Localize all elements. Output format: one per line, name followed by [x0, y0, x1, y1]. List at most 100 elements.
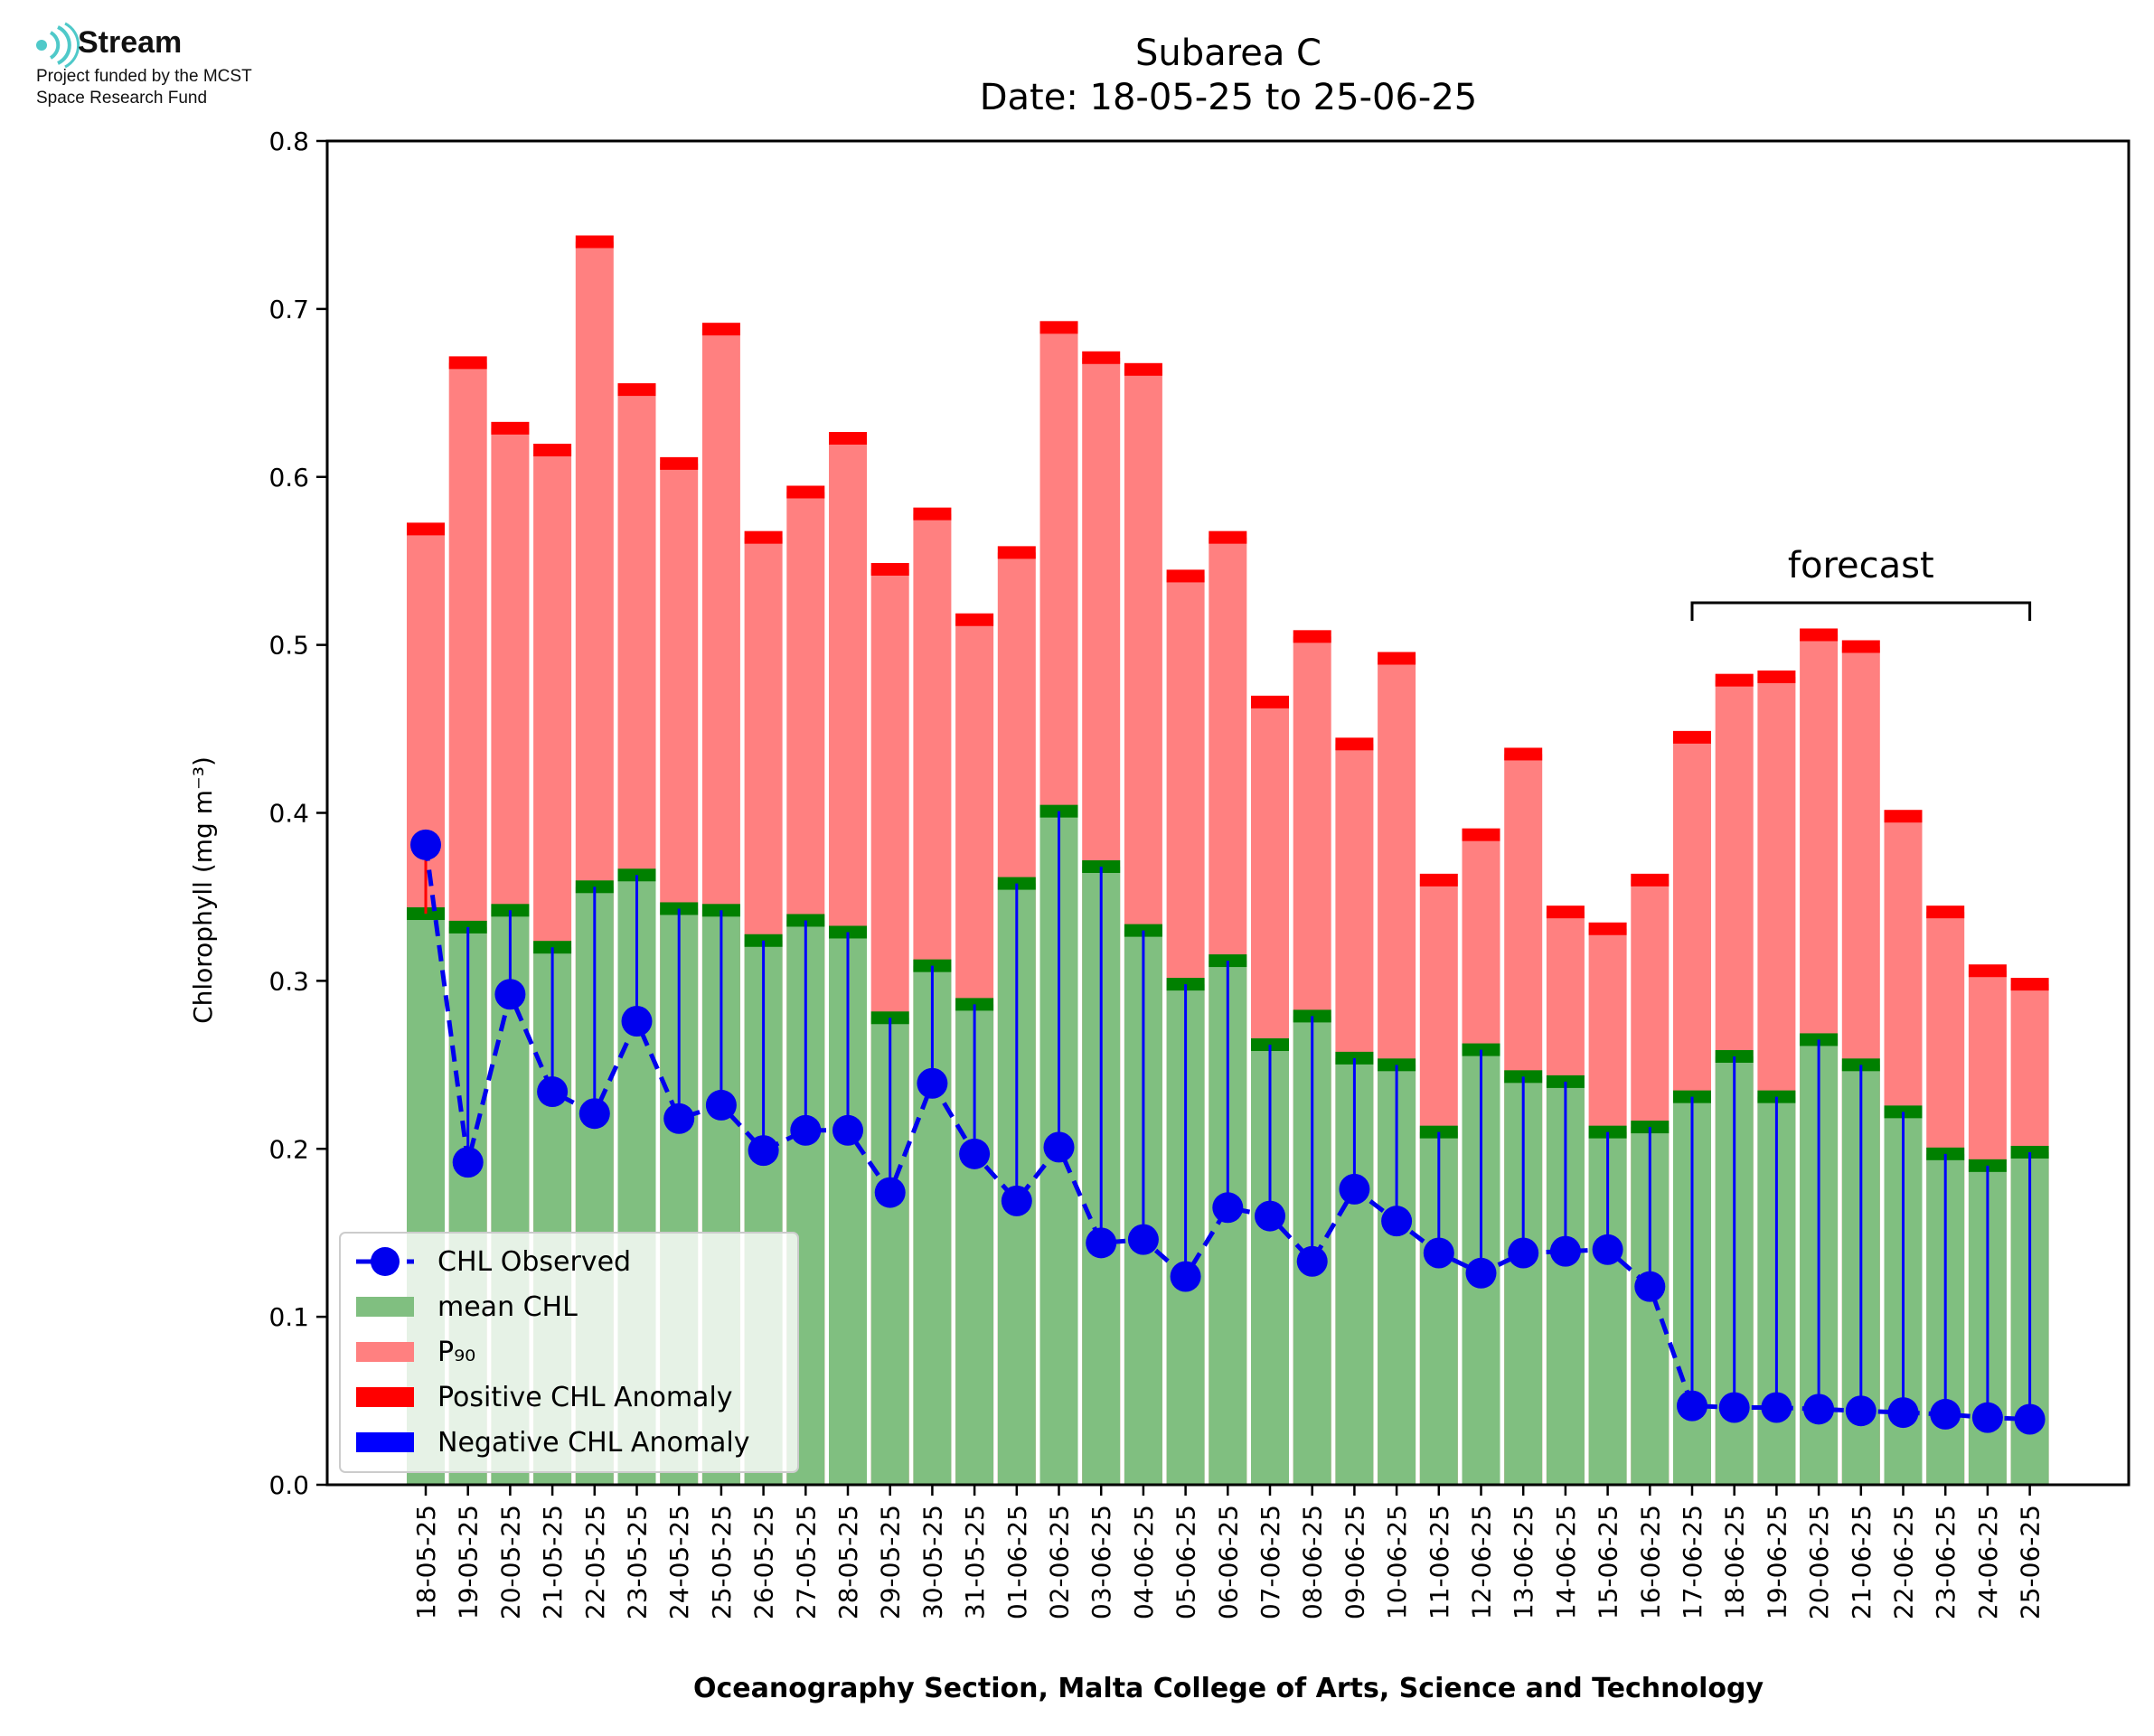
x-tick-label: 24-05-25: [664, 1505, 694, 1619]
p90-cap: [491, 421, 530, 435]
x-ticks: 18-05-25 19-05-25 20-05-25 21-05-25 22-05-25…: [411, 1485, 2046, 1619]
y-tick-label: 0.0: [268, 1470, 309, 1500]
p90-cap: [1841, 640, 1880, 653]
observed-point: [1677, 1390, 1707, 1422]
logo-name: Stream: [78, 25, 183, 60]
observed-point: [2014, 1403, 2046, 1435]
anomaly-layer: [424, 811, 2032, 1420]
stream-logo: Stream Project funded by the MCST Space …: [33, 22, 331, 121]
legend-swatch-positive-anomaly: [356, 1387, 414, 1407]
observed-point: [748, 1135, 779, 1167]
observed-point: [705, 1089, 737, 1121]
x-tick-label: 01-06-25: [1002, 1505, 1032, 1619]
p90-cap: [617, 383, 656, 397]
x-tick-label: 20-06-25: [1804, 1505, 1834, 1619]
p90-cap: [1800, 628, 1839, 642]
y-ticks: 0.0 0.1 0.2 0.3 0.4 0.5 0.6 0.7 0.8: [268, 127, 327, 1500]
p90-cap: [829, 431, 867, 445]
x-tick-label: 18-06-25: [1720, 1505, 1750, 1619]
y-axis-label: Chlorophyll (mg m⁻³): [188, 756, 218, 1024]
legend-label: Negative CHL Anomaly: [437, 1427, 750, 1459]
observed-point: [663, 1103, 695, 1134]
p90-cap: [1293, 630, 1331, 643]
observed-point: [1887, 1397, 1919, 1429]
observed-point: [1296, 1245, 1328, 1277]
observed-point: [537, 1076, 569, 1108]
p90-cap: [701, 323, 740, 336]
logo-funding-line-2: Space Research Fund: [36, 89, 208, 108]
p90-cap: [1124, 362, 1162, 376]
observed-point: [1381, 1206, 1413, 1237]
p90-cap: [1631, 873, 1670, 887]
x-tick-label: 22-05-25: [580, 1505, 610, 1619]
observed-point: [1339, 1173, 1370, 1205]
p90-cap: [744, 530, 783, 544]
legend-box: [339, 1232, 799, 1473]
x-tick-label: 09-06-25: [1340, 1505, 1369, 1619]
observed-point: [1549, 1235, 1581, 1267]
x-tick-label: 23-06-25: [1931, 1505, 1961, 1619]
p90-cap: [1757, 670, 1796, 683]
legend-label: mean CHL: [437, 1291, 578, 1323]
stream-waves-icon: [36, 22, 80, 69]
forecast-bracket-line: [1690, 601, 2032, 621]
p90-cap: [1884, 810, 1923, 823]
p90-cap: [1673, 730, 1711, 744]
observed-point: [1971, 1402, 2003, 1433]
y-tick-label: 0.6: [268, 463, 309, 493]
x-tick-label: 11-06-25: [1425, 1505, 1454, 1619]
observed-point: [1043, 1131, 1075, 1163]
observed-point: [494, 979, 526, 1010]
x-tick-label: 19-06-25: [1762, 1505, 1792, 1619]
x-tick-label: 25-06-25: [2016, 1505, 2046, 1619]
y-tick-label: 0.2: [268, 1134, 309, 1164]
x-tick-label: 08-06-25: [1298, 1505, 1328, 1619]
observed-point: [1803, 1393, 1835, 1425]
x-tick-label: 26-05-25: [749, 1505, 779, 1619]
forecast-label: forecast: [1788, 545, 1934, 586]
x-tick-label: 07-06-25: [1256, 1505, 1285, 1619]
p90-cap: [786, 485, 825, 499]
x-tick-label: 25-05-25: [707, 1505, 737, 1619]
chart-title: Subarea C: [1135, 33, 1322, 74]
legend-label: Positive CHL Anomaly: [437, 1382, 733, 1413]
legend-label: P₉₀: [437, 1337, 475, 1368]
x-tick-label: 30-05-25: [917, 1505, 947, 1619]
observed-point: [1170, 1261, 1201, 1292]
x-tick-label: 29-05-25: [876, 1505, 906, 1619]
p90-cap: [575, 235, 614, 249]
p90-cap: [407, 522, 445, 536]
p90-cap: [1082, 351, 1121, 364]
p90-cap: [913, 507, 952, 521]
legend: CHL Observed mean CHL P₉₀ Positive CHL Anom…: [339, 1232, 799, 1473]
p90-cap: [2010, 978, 2049, 991]
x-tick-label: 10-06-25: [1382, 1505, 1412, 1619]
p90-cap: [1546, 906, 1585, 919]
x-tick-label: 04-06-25: [1129, 1505, 1159, 1619]
forecast-bracket: forecast: [1690, 545, 2032, 621]
x-tick-label: 06-06-25: [1213, 1505, 1243, 1619]
observed-point: [1930, 1398, 1961, 1430]
y-tick-label: 0.7: [268, 295, 309, 324]
mean-cap: [786, 914, 825, 927]
observed-point: [1508, 1237, 1539, 1269]
x-tick-label: 23-05-25: [623, 1505, 653, 1619]
observed-point: [452, 1147, 484, 1178]
x-axis-label: Oceanography Section, Malta College of A…: [693, 1673, 1764, 1704]
observed-point: [621, 1005, 653, 1037]
y-tick-label: 0.3: [268, 966, 309, 996]
observed-point: [874, 1177, 906, 1208]
bars-layer: [407, 235, 2049, 1486]
p90-cap: [448, 356, 487, 370]
p90-cap: [997, 546, 1036, 559]
p90-cap: [955, 613, 994, 626]
p90-cap: [1335, 737, 1374, 751]
x-tick-label: 28-05-25: [833, 1505, 863, 1619]
p90-cap: [1039, 321, 1078, 334]
legend-swatch-p90: [356, 1342, 414, 1362]
p90-cap: [1462, 828, 1500, 841]
observed-point: [832, 1114, 863, 1146]
observed-point: [1592, 1234, 1623, 1265]
p90-cap: [1209, 530, 1247, 544]
